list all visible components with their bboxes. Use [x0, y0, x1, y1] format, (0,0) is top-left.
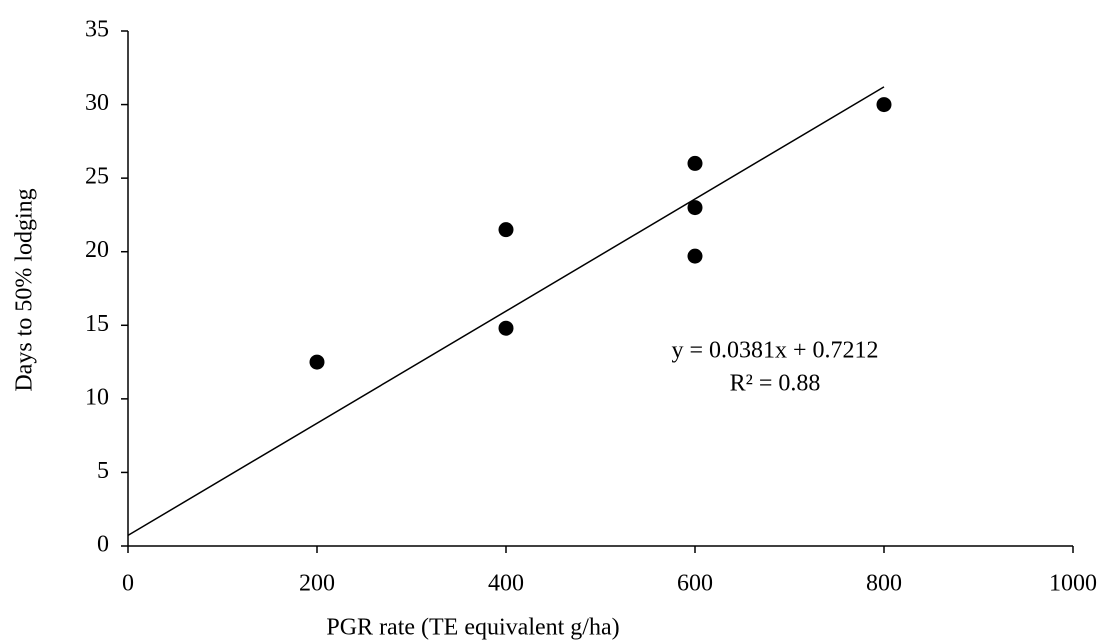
point	[498, 320, 514, 336]
annotation: y = 0.0381x + 0.7212	[671, 338, 878, 364]
y-tick-label: 0	[97, 532, 109, 558]
y-tick-label: 10	[85, 384, 109, 410]
x-tick-label: 200	[299, 571, 335, 597]
x-tick-label: 600	[677, 571, 713, 597]
x-tick-label: 400	[488, 571, 524, 597]
x-tick-label: 0	[122, 571, 134, 597]
annotation: R² = 0.88	[730, 371, 821, 397]
point	[309, 354, 325, 370]
y-tick-label: 20	[85, 237, 109, 263]
y-axis-title: Days to 50% lodging	[12, 188, 38, 391]
y-tick-label: 35	[85, 17, 109, 43]
x-axis-title: PGR rate (TE equivalent g/ha)	[326, 615, 619, 641]
y-tick-label: 15	[85, 311, 109, 337]
y-tick-label: 25	[85, 164, 109, 190]
point	[687, 248, 703, 264]
point	[687, 200, 703, 216]
point	[687, 155, 703, 171]
trendline	[127, 86, 885, 537]
point	[498, 222, 514, 238]
point	[876, 97, 892, 113]
x-tick-label: 1000	[1049, 571, 1097, 597]
y-tick-label: 5	[97, 458, 109, 484]
y-tick-label: 30	[85, 90, 109, 116]
x-tick-label: 800	[866, 571, 902, 597]
